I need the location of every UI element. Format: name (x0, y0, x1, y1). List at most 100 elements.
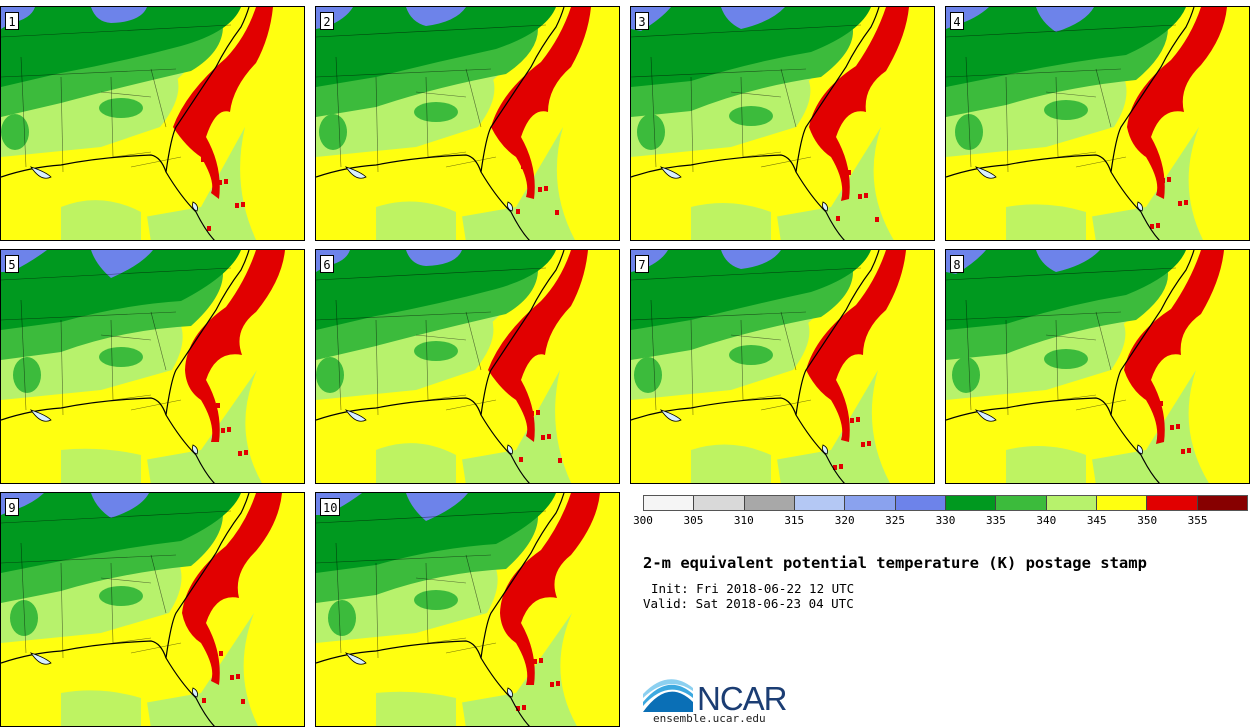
colorbar-tick-label: 330 (935, 514, 956, 527)
state-boundary (335, 542, 342, 654)
state-boundary (1, 510, 232, 524)
green-blob (1044, 100, 1088, 120)
state-boundary (20, 299, 27, 411)
green-blob (955, 114, 983, 150)
red-plume (806, 250, 906, 442)
red-plume (1124, 250, 1224, 444)
colorbar-tick-label: 325 (885, 514, 906, 527)
coastline (165, 493, 250, 659)
member-panel: 7 (630, 249, 935, 484)
map-image (946, 250, 1249, 483)
state-boundary (1075, 156, 1127, 168)
state-boundary (60, 76, 64, 173)
red-speck (836, 216, 840, 221)
red-speck (541, 435, 545, 440)
colorbar (643, 495, 1248, 511)
lake-shape (30, 652, 52, 665)
red-speck (538, 187, 542, 192)
state-boundary (445, 399, 497, 411)
state-boundary (1, 267, 232, 281)
red-speck (230, 675, 234, 680)
state-boundary (20, 56, 27, 168)
red-speck (847, 170, 851, 175)
map-image (316, 493, 619, 726)
coastline (316, 397, 530, 483)
gulf-patch (61, 200, 141, 240)
red-speck (1153, 402, 1157, 407)
colorbar-ticks: 300 305 310 315 320 325 330 335 340 345 350 355 (633, 514, 1248, 528)
red-speck (547, 434, 551, 439)
lake-okeechobee (822, 201, 828, 212)
state-boundary (100, 577, 152, 584)
red-speck (856, 417, 860, 422)
green-blob (316, 357, 344, 393)
red-speck (1181, 449, 1185, 454)
state-boundary (1045, 334, 1097, 341)
lake-shape (30, 166, 52, 179)
state-boundary (690, 319, 694, 416)
red-speck (1167, 177, 1171, 182)
dark-green-region (316, 493, 556, 573)
green-blob (729, 345, 773, 365)
state-boundary (100, 334, 152, 341)
state-boundary (946, 267, 1177, 281)
member-number-badge: 2 (320, 12, 334, 30)
init-time: Init: Fri 2018-06-22 12 UTC (651, 581, 855, 596)
colorbar-tick-label: 355 (1187, 514, 1208, 527)
lake-shape (345, 652, 367, 665)
red-plume (1127, 7, 1227, 199)
red-speck (875, 217, 879, 222)
state-boundary (20, 542, 27, 654)
state-boundary (465, 68, 482, 128)
member-number-badge: 7 (635, 255, 649, 273)
colorbar-cell (895, 496, 946, 510)
green-blob (99, 586, 143, 606)
lake-okeechobee (192, 201, 198, 212)
member-panel: 9 (0, 492, 305, 727)
blue-region (406, 250, 462, 266)
lake-okeechobee (192, 687, 198, 698)
red-speck (241, 202, 245, 207)
state-boundary (965, 299, 972, 411)
red-speck (218, 180, 222, 185)
red-speck (539, 658, 543, 663)
state-boundary (1075, 399, 1127, 411)
red-speck (241, 699, 245, 704)
red-speck (236, 674, 240, 679)
red-speck (219, 651, 223, 656)
gulf-patch (691, 203, 771, 240)
red-speck (1156, 223, 1160, 228)
red-speck (1178, 201, 1182, 206)
colorbar-cell (644, 496, 695, 510)
member-panel: 3 (630, 6, 935, 241)
red-speck (224, 179, 228, 184)
state-boundary (150, 311, 167, 371)
red-plume (491, 7, 591, 199)
valid-time: Valid: Sat 2018-06-23 04 UTC (643, 596, 854, 611)
state-boundary (335, 299, 342, 411)
state-boundary (415, 577, 467, 584)
state-boundary (465, 554, 482, 614)
red-plume (173, 7, 273, 199)
state-boundary (690, 76, 694, 173)
blue-region (1036, 7, 1094, 32)
gulf-patch (376, 443, 456, 483)
green-blob (952, 357, 980, 393)
state-boundary (100, 91, 152, 98)
map-image (946, 7, 1249, 240)
state-boundary (965, 56, 972, 168)
dark-green-region (316, 250, 556, 330)
map-image (316, 250, 619, 483)
state-boundary (760, 399, 812, 411)
member-panel: 6 (315, 249, 620, 484)
blue-region (406, 493, 468, 521)
colorbar-tick-label: 310 (733, 514, 754, 527)
green-blob (99, 98, 143, 118)
map-image (631, 7, 934, 240)
logo-text: NCAR (697, 680, 788, 717)
map-image (631, 250, 934, 483)
dark-green-region (316, 7, 556, 87)
member-number-badge: 9 (5, 498, 19, 516)
state-boundary (1045, 91, 1097, 98)
state-boundary (1, 68, 177, 78)
